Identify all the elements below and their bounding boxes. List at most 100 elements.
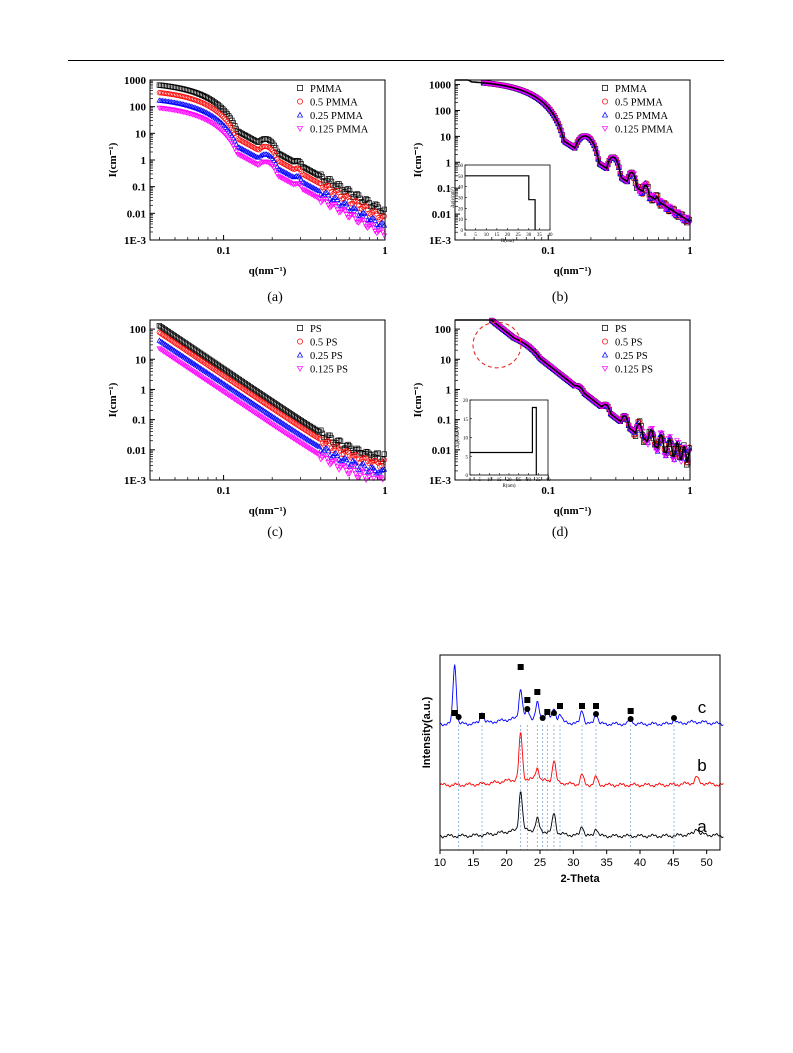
circle-marker: [551, 710, 557, 716]
inset-y-tick-label: 30: [458, 197, 464, 202]
data-point: [363, 196, 369, 202]
data-point: [661, 206, 668, 212]
circle-marker: [593, 711, 599, 717]
x-tick-label: 30: [567, 857, 579, 869]
data-point: [257, 145, 264, 151]
data-point: [218, 128, 225, 134]
data-point: [219, 129, 226, 135]
circle-marker: [455, 714, 462, 720]
data-point: [365, 197, 371, 203]
data-point: [667, 434, 673, 440]
circle-marker: [539, 715, 546, 721]
xrd-curve-b: [439, 732, 724, 788]
data-point: [192, 104, 199, 111]
data-point: [333, 460, 339, 466]
inset-x-tick-label: 40: [548, 233, 554, 238]
curve-label-c: c: [698, 698, 707, 717]
data-point: [185, 102, 191, 108]
square-marker: [627, 708, 634, 714]
x-axis-label: q(nm⁻¹): [249, 505, 287, 517]
data-point: [290, 182, 297, 188]
data-point: [354, 219, 361, 226]
data-point: [216, 126, 223, 133]
data-point: [638, 190, 644, 196]
legend-marker: [602, 338, 608, 345]
data-point: [289, 181, 296, 187]
data-point: [352, 197, 359, 204]
data-point: [334, 196, 341, 202]
legend-marker: [297, 325, 303, 331]
x-tick-label: 40: [634, 857, 646, 869]
data-point: [206, 96, 212, 102]
inset-x-tick-label: 25: [516, 233, 522, 238]
data-point: [370, 465, 377, 471]
inset: 0 10 20 30 40 50 60 0 5 10 15 20 25 30 35 40 R(nm) Δρ(e/n…: [450, 164, 553, 244]
data-point: [327, 432, 333, 438]
data-point: [360, 204, 366, 210]
y-tick-label: 100: [435, 105, 452, 117]
legend-label: PMMA: [615, 84, 648, 95]
data-point: [324, 438, 330, 444]
data-point: [365, 206, 371, 213]
data-point: [372, 217, 379, 223]
legend-marker: [602, 325, 608, 331]
y-tick-label: 10: [135, 354, 147, 366]
series-0.25-ps: [156, 337, 388, 476]
series-0.125-ps: [488, 318, 693, 465]
data-point: [357, 450, 363, 456]
data-point: [272, 152, 279, 159]
data-point: [271, 142, 277, 148]
data-point: [675, 209, 682, 215]
y-tick-label: 0.1: [437, 415, 451, 427]
plot-area: [455, 79, 693, 226]
data-point: [322, 453, 329, 459]
inset-x-tick-label: 15: [497, 478, 503, 483]
data-point: [658, 430, 665, 437]
data-point: [186, 102, 193, 109]
data-point: [377, 464, 383, 470]
plot-frame: [454, 79, 691, 241]
data-point: [363, 213, 370, 219]
inset-frame: [464, 164, 551, 231]
inset-x-tick-label: 10: [487, 478, 493, 483]
legend-marker: [601, 366, 609, 372]
data-point: [351, 468, 357, 474]
data-point: [218, 112, 224, 118]
legend: PS 0.5 PS 0.25 PS 0.125 PS: [296, 324, 348, 376]
data-point: [348, 454, 354, 461]
saxs-chart-c: 1E-3 0.01 0.1 1 10 100 0.1 1 q(nm⁻¹) I(cm⁻¹) PS 0.5…: [107, 319, 388, 517]
data-point: [324, 445, 330, 451]
data-point: [358, 217, 365, 223]
data-point: [589, 140, 596, 146]
y-tick-label: 0.01: [127, 445, 146, 457]
data-point: [232, 130, 238, 137]
inset-y-axis-label: Δρ(e/nm³): [450, 187, 456, 208]
data-point: [331, 450, 338, 456]
data-point: [195, 106, 202, 112]
square-marker: [544, 709, 551, 715]
square-marker: [517, 664, 524, 670]
data-point: [198, 107, 205, 113]
data-point: [336, 445, 342, 451]
legend-marker: [296, 351, 304, 358]
data-point: [358, 461, 365, 467]
data-point: [223, 117, 229, 123]
data-point: [295, 158, 301, 164]
x-tick-label: 15: [467, 857, 479, 869]
inset-x-tick-label: 15: [494, 233, 500, 238]
inset-y-tick-label: 0: [461, 229, 464, 234]
y-tick-label: 0.1: [132, 182, 146, 194]
data-point: [268, 162, 274, 168]
data-point: [217, 103, 223, 109]
data-point: [345, 449, 351, 455]
inset-x-tick-label: 10: [484, 233, 490, 238]
data-point: [227, 130, 234, 136]
data-point: [361, 220, 368, 227]
legend-marker: [297, 85, 303, 91]
data-point: [319, 430, 326, 437]
data-point: [336, 189, 342, 196]
data-point: [363, 203, 369, 210]
data-point: [328, 435, 335, 441]
data-point: [343, 468, 350, 474]
curve-label-b: b: [697, 756, 706, 775]
